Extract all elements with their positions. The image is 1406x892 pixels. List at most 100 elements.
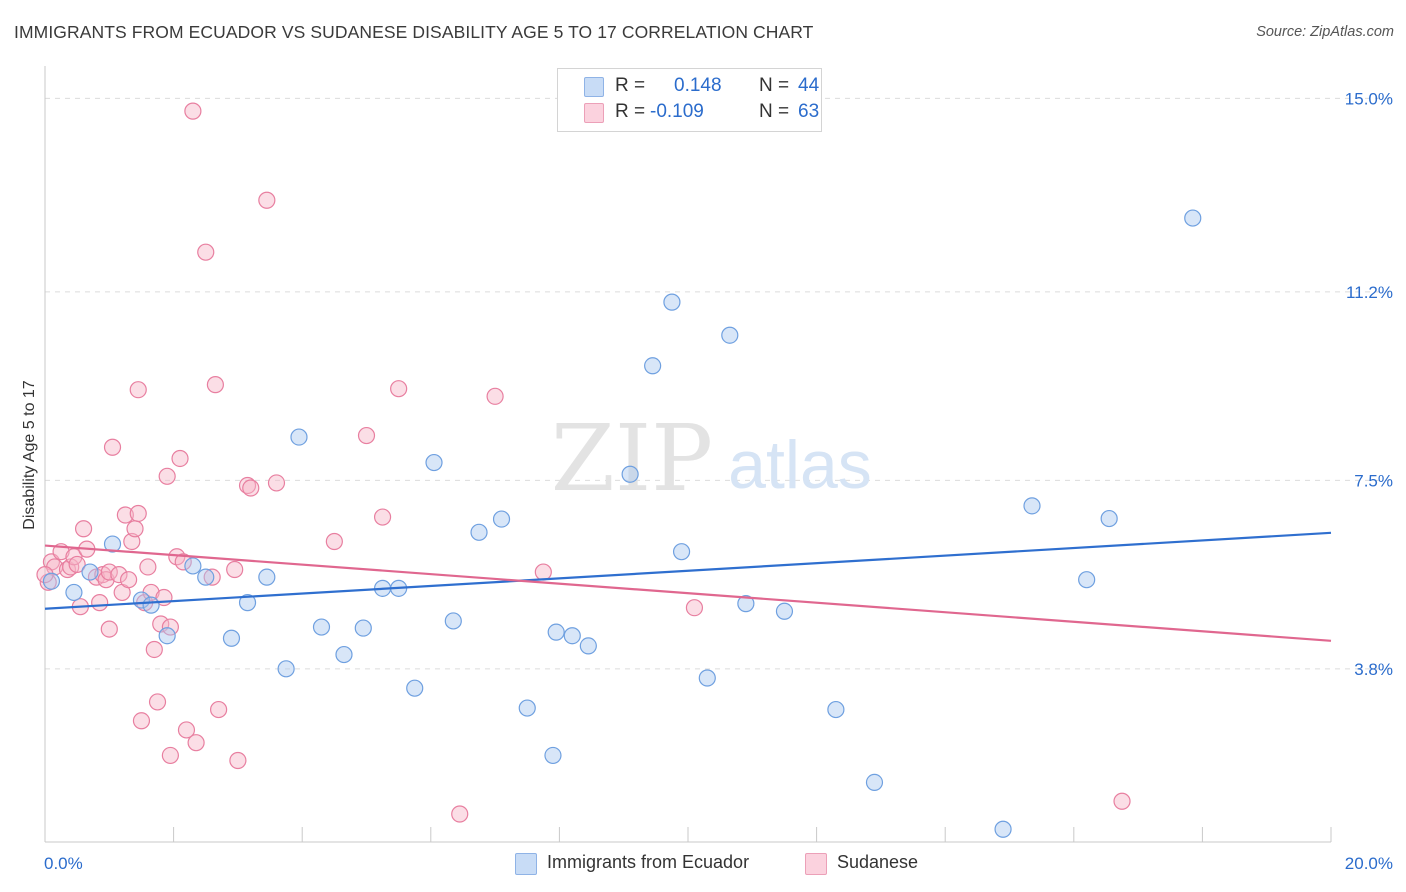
- sudanese-point: [116, 506, 134, 524]
- legend-label-sudanese: Sudanese: [837, 852, 919, 872]
- tick-labels: 3.8% 7.5% 11.2% 15.0% 0.0% 20.0%: [44, 89, 1393, 873]
- ecuador-point: [184, 557, 202, 575]
- sudanese-point: [451, 805, 469, 823]
- ecuador-point: [492, 510, 511, 528]
- sudanese-point: [110, 565, 128, 584]
- sudanese-point: [226, 560, 244, 579]
- legend-r-value: -0.109: [650, 101, 704, 122]
- trend-lines: [44, 531, 1332, 642]
- ecuador-point: [81, 563, 99, 581]
- ecuador-point: [547, 623, 565, 641]
- ecuador-point: [335, 645, 353, 664]
- sudanese-point: [91, 594, 109, 612]
- x-tick-label: 20.0%: [1345, 854, 1393, 873]
- sudanese-point: [390, 380, 408, 398]
- sudanese-point: [119, 571, 138, 589]
- y-tick-label: 15.0%: [1345, 89, 1393, 108]
- y-tick-label: 7.5%: [1354, 471, 1393, 490]
- legend-swatch-sudanese: [805, 853, 827, 875]
- ecuador-point: [737, 595, 755, 613]
- sudanese-point: [486, 387, 504, 405]
- sudanese-point: [161, 746, 179, 765]
- ecuador-point: [142, 596, 160, 614]
- sudanese-point: [685, 599, 704, 617]
- ecuador-point: [258, 568, 276, 586]
- sudanese-point: [357, 426, 376, 445]
- ecuador-trend-line: [44, 531, 1332, 610]
- sudanese-point: [229, 751, 247, 770]
- sudanese-point: [139, 558, 157, 576]
- sudanese-point: [534, 563, 552, 581]
- sudanese-point: [158, 467, 176, 485]
- sudanese-point: [210, 700, 228, 719]
- ecuador-point: [406, 679, 424, 697]
- chart-title: IMMIGRANTS FROM ECUADOR VS SUDANESE DISA…: [14, 22, 814, 42]
- series-legend: Immigrants from Ecuador Sudanese: [0, 852, 1406, 878]
- sudanese-point: [325, 532, 343, 551]
- sudanese-point: [373, 508, 392, 526]
- ecuador-point: [42, 572, 61, 590]
- sudanese-point: [1113, 792, 1131, 810]
- sudanese-point: [267, 474, 286, 492]
- x-tick-label: 0.0%: [44, 854, 83, 873]
- ecuador-point: [1184, 209, 1202, 227]
- sudanese-point: [171, 449, 189, 468]
- legend-n-label: N =: [759, 75, 790, 96]
- axes: [44, 66, 1332, 843]
- sudanese-point: [103, 438, 122, 456]
- ecuador-point: [354, 619, 372, 637]
- legend-n-label: N =: [759, 101, 790, 122]
- sudanese-point: [174, 553, 192, 571]
- ecuador-point: [672, 543, 691, 561]
- sudanese-point: [184, 102, 202, 120]
- sudanese-point: [145, 640, 163, 659]
- sudanese-point: [36, 565, 54, 584]
- sudanese-point: [129, 504, 147, 523]
- sudanese-point: [100, 563, 118, 581]
- watermark-zip: ZIP: [551, 405, 713, 512]
- y-tick-label: 3.8%: [1354, 660, 1393, 679]
- ecuador-point: [425, 453, 443, 472]
- ecuador-point: [290, 428, 308, 446]
- legend-swatch-sudanese: [584, 103, 604, 123]
- ecuador-point: [721, 326, 739, 344]
- sudanese-point: [74, 520, 93, 538]
- ecuador-point: [865, 773, 884, 792]
- sudanese-point: [100, 620, 118, 638]
- legend-n-value: 44: [798, 75, 820, 96]
- ecuador-point: [644, 357, 662, 375]
- stats-legend: R = 0.148 N = 44 R = -0.109 N = 63: [557, 68, 822, 132]
- sudanese-point: [123, 532, 141, 551]
- sudanese-point: [187, 734, 205, 752]
- ecuador-point: [1100, 509, 1118, 528]
- sudanese-point: [242, 479, 260, 497]
- sudanese-point: [203, 568, 221, 586]
- ecuador-point: [698, 669, 716, 687]
- sudanese-point: [129, 381, 147, 399]
- ecuador-point: [197, 568, 215, 586]
- sudanese-point: [238, 476, 257, 495]
- watermark-atlas: atlas: [728, 427, 872, 503]
- legend-swatch-ecuador: [515, 853, 537, 875]
- legend-n-value: 63: [798, 101, 820, 122]
- sudanese-point: [148, 693, 167, 711]
- ecuador-point: [775, 602, 794, 620]
- ecuador-point: [444, 612, 462, 630]
- ecuador-point: [994, 820, 1012, 838]
- ecuador-point: [222, 629, 241, 647]
- ecuador-point: [544, 746, 562, 765]
- sudanese-point: [132, 712, 151, 730]
- gridlines: [45, 97, 1395, 670]
- ecuador-point: [1023, 497, 1041, 515]
- ecuador-point: [238, 594, 257, 612]
- ecuador-point: [663, 293, 681, 311]
- sudanese-point: [126, 520, 144, 538]
- sudanese-point: [206, 376, 224, 394]
- y-tick-label: 11.2%: [1346, 283, 1393, 302]
- legend-r-label: R =: [615, 75, 646, 96]
- legend-label-ecuador: Immigrants from Ecuador: [547, 852, 750, 872]
- legend-r-value: 0.148: [674, 75, 722, 96]
- source-credit: Source: ZipAtlas.com: [1256, 24, 1394, 40]
- ecuador-point: [621, 465, 639, 483]
- legend-r-label: R =: [615, 101, 646, 122]
